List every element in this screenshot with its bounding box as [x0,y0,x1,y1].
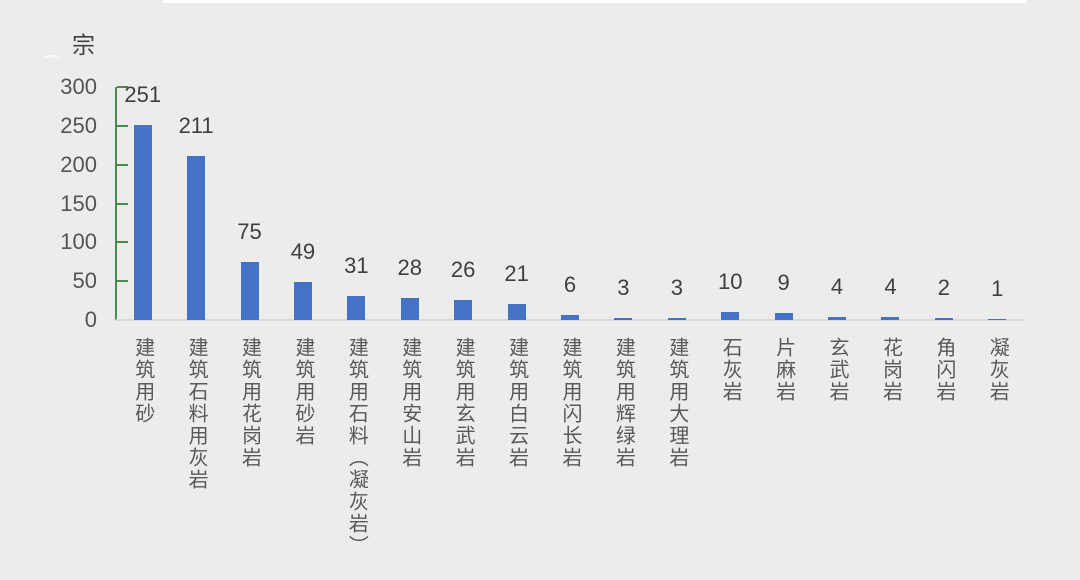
category-label: 片麻岩 [772,337,795,403]
bar [187,156,206,320]
y-axis-tick-label: 0 [84,307,97,332]
category-label: 角闪岩 [932,337,955,403]
y-axis-tick-mark [117,202,128,205]
category-label: 玄武岩 [826,337,849,403]
bar [614,318,633,320]
bar [561,315,579,320]
bar [774,313,793,320]
y-axis-tick-mark [117,124,128,127]
y-axis-line [115,87,117,320]
y-axis-tick-mark [117,86,128,88]
y-axis-tick-label: 300 [60,74,97,99]
bar-value-label: 26 [450,257,476,282]
bar [667,318,686,320]
category-label: 建筑用大理岩 [665,337,688,469]
bar-value-label: 1 [991,276,1004,301]
bar [881,317,900,320]
bar [988,319,1007,320]
category-label: 石灰岩 [719,337,742,403]
bar [133,125,152,320]
y-axis-tick-label: 200 [60,151,97,177]
bar-value-label: 251 [124,82,162,107]
bar-value-label: 21 [504,261,529,286]
bar-value-label: 49 [290,239,316,264]
y-axis-tick-label: 100 [60,229,97,255]
bar-value-label: 6 [563,272,577,297]
bar-value-label: 3 [617,275,630,300]
category-label: 凝灰岩 [986,337,1009,403]
category-label: 建筑用白云岩 [505,337,528,469]
bar-value-label: 4 [830,274,844,299]
bar [454,300,473,320]
bar [507,304,526,320]
category-label: 花岗岩 [879,337,902,403]
category-label: 建筑用砂岩 [291,337,314,447]
category-label: 建筑用石料（凝灰岩） [345,337,368,557]
decorative-dash [45,55,58,58]
category-label: 建筑用砂 [131,337,154,425]
bar [347,296,366,320]
bar-value-label: 75 [237,219,262,244]
bar-value-label: 211 [178,113,214,138]
bar [934,318,953,320]
x-axis-line [116,319,1024,321]
category-label: 建筑用辉绿岩 [612,337,635,469]
bar [828,317,847,320]
category-label: 建筑用玄武岩 [452,337,475,469]
bar-value-label: 28 [397,255,422,280]
bar-value-label: 3 [670,275,683,300]
category-label: 建筑用安山岩 [398,337,421,469]
bar-value-label: 4 [884,274,897,299]
y-axis-tick-label: 250 [60,112,97,138]
y-axis-tick-label: 150 [60,190,97,216]
bar [240,262,259,320]
y-axis-unit-label: 宗 [72,32,95,58]
bar-value-label: 31 [344,253,369,278]
category-label: 建筑用花岗岩 [238,337,261,469]
y-axis-tick-mark [117,280,128,283]
bar [400,298,419,320]
bar [293,282,312,320]
category-label: 建筑石料用灰岩 [185,337,208,491]
bar-value-label: 2 [937,275,950,300]
category-label: 建筑用闪长岩 [559,337,581,469]
y-axis-tick-label: 50 [72,268,97,294]
bar-value-label: 9 [777,270,790,295]
bar-value-label: 10 [717,269,743,294]
top-white-strip [163,0,1026,3]
bar [721,312,740,320]
y-axis-tick-mark [117,241,128,244]
y-axis-tick-mark [117,163,128,166]
